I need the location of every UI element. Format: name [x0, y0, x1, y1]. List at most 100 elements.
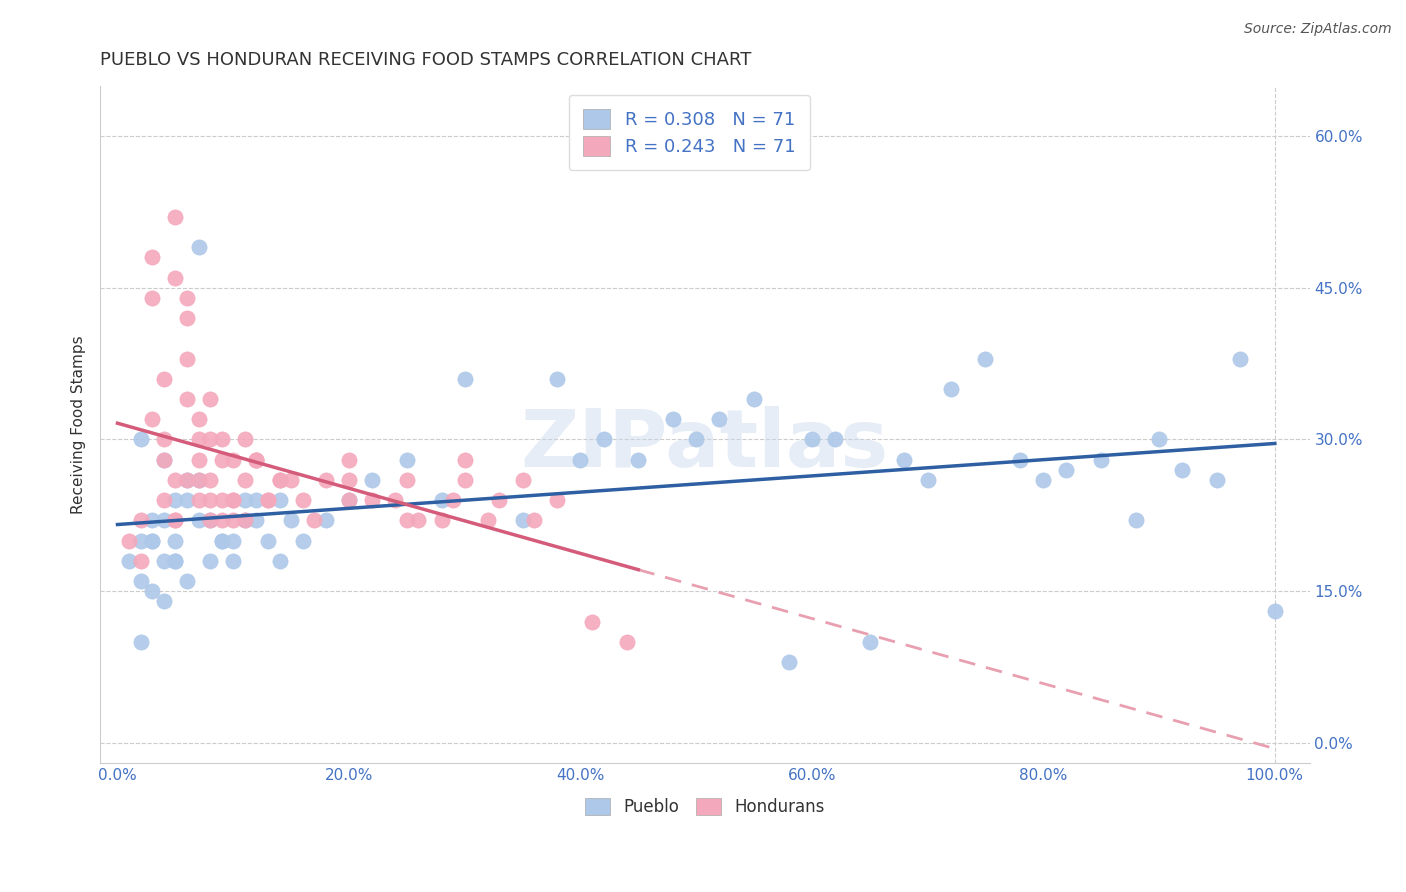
Point	[187, 240, 209, 254]
Point	[129, 634, 152, 648]
Point	[337, 493, 360, 508]
Point	[152, 513, 174, 527]
Point	[280, 513, 302, 527]
Point	[523, 513, 546, 527]
Point	[165, 270, 187, 285]
Point	[361, 493, 384, 508]
Point	[477, 513, 499, 527]
Point	[176, 493, 198, 508]
Point	[395, 473, 418, 487]
Point	[187, 513, 209, 527]
Point	[152, 493, 174, 508]
Point	[430, 513, 453, 527]
Point	[893, 452, 915, 467]
Point	[1264, 604, 1286, 618]
Point	[211, 533, 233, 548]
Point	[233, 513, 256, 527]
Point	[152, 452, 174, 467]
Point	[408, 513, 430, 527]
Point	[917, 473, 939, 487]
Point	[165, 533, 187, 548]
Point	[245, 452, 267, 467]
Point	[198, 473, 221, 487]
Point	[211, 493, 233, 508]
Point	[222, 493, 245, 508]
Point	[245, 493, 267, 508]
Point	[129, 574, 152, 588]
Point	[315, 513, 337, 527]
Point	[291, 533, 314, 548]
Point	[165, 473, 187, 487]
Point	[198, 493, 221, 508]
Point	[453, 372, 475, 386]
Point	[165, 493, 187, 508]
Point	[257, 493, 280, 508]
Point	[222, 513, 245, 527]
Point	[165, 513, 187, 527]
Point	[859, 634, 882, 648]
Point	[430, 493, 453, 508]
Point	[361, 473, 384, 487]
Point	[269, 473, 291, 487]
Point	[569, 452, 592, 467]
Point	[141, 412, 163, 426]
Point	[395, 513, 418, 527]
Point	[245, 452, 267, 467]
Point	[141, 251, 163, 265]
Point	[1171, 463, 1194, 477]
Point	[616, 634, 638, 648]
Point	[269, 554, 291, 568]
Point	[176, 392, 198, 406]
Point	[395, 452, 418, 467]
Point	[165, 554, 187, 568]
Point	[778, 655, 800, 669]
Point	[152, 433, 174, 447]
Point	[129, 533, 152, 548]
Point	[592, 433, 614, 447]
Point	[198, 554, 221, 568]
Point	[141, 291, 163, 305]
Point	[152, 594, 174, 608]
Point	[222, 533, 245, 548]
Point	[176, 473, 198, 487]
Point	[453, 452, 475, 467]
Point	[800, 433, 823, 447]
Text: ZIPatlas: ZIPatlas	[520, 406, 889, 483]
Point	[198, 392, 221, 406]
Point	[211, 513, 233, 527]
Point	[233, 493, 256, 508]
Point	[141, 533, 163, 548]
Point	[211, 433, 233, 447]
Point	[176, 311, 198, 326]
Point	[129, 433, 152, 447]
Point	[152, 452, 174, 467]
Point	[291, 493, 314, 508]
Point	[152, 372, 174, 386]
Point	[176, 574, 198, 588]
Point	[546, 493, 568, 508]
Point	[453, 473, 475, 487]
Point	[129, 513, 152, 527]
Point	[1147, 433, 1170, 447]
Point	[1206, 473, 1229, 487]
Point	[1090, 452, 1112, 467]
Point	[245, 452, 267, 467]
Point	[211, 533, 233, 548]
Point	[257, 533, 280, 548]
Point	[685, 433, 707, 447]
Point	[512, 473, 534, 487]
Point	[581, 615, 603, 629]
Point	[118, 533, 141, 548]
Point	[337, 473, 360, 487]
Point	[488, 493, 510, 508]
Point	[512, 513, 534, 527]
Point	[211, 452, 233, 467]
Point	[118, 554, 141, 568]
Point	[187, 473, 209, 487]
Point	[939, 382, 962, 396]
Point	[546, 372, 568, 386]
Text: Source: ZipAtlas.com: Source: ZipAtlas.com	[1244, 22, 1392, 37]
Point	[129, 554, 152, 568]
Point	[302, 513, 325, 527]
Point	[141, 533, 163, 548]
